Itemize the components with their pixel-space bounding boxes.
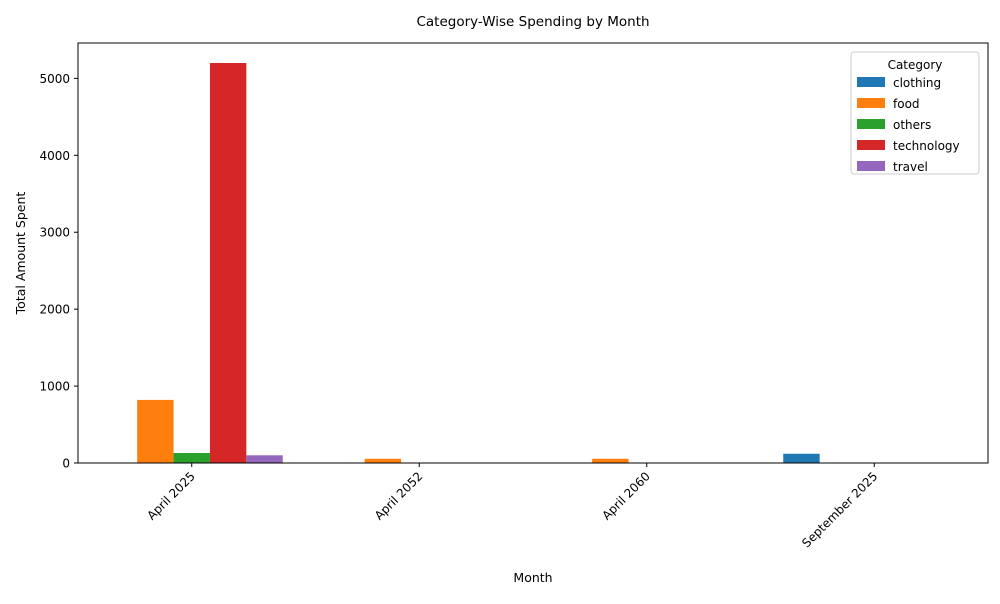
y-tick-label: 0 xyxy=(62,457,70,471)
bar-others-0 xyxy=(173,453,210,463)
x-tick-label: April 2052 xyxy=(372,469,426,523)
legend-label-others: others xyxy=(893,118,931,132)
y-tick-label: 2000 xyxy=(39,303,70,317)
legend-label-food: food xyxy=(893,97,920,111)
bar-clothing-3 xyxy=(783,453,820,463)
y-tick-label: 4000 xyxy=(39,149,70,163)
legend-swatch-technology xyxy=(857,140,885,150)
bar-technology-0 xyxy=(209,63,247,463)
y-tick-label: 1000 xyxy=(39,380,70,394)
legend-label-clothing: clothing xyxy=(893,76,941,90)
legend-title: Category xyxy=(888,58,943,72)
plot-frame xyxy=(77,42,989,464)
legend-swatch-food xyxy=(857,98,885,108)
x-axis: April 2025 April 2052 April 2060 September … xyxy=(144,463,880,550)
y-tick-label: 3000 xyxy=(39,226,70,240)
bar-food-2 xyxy=(592,458,629,463)
bar-food-1 xyxy=(364,458,402,463)
y-axis: 0 1000 2000 3000 4000 5000 xyxy=(39,72,78,471)
legend-label-travel: travel xyxy=(893,160,928,174)
x-tick-label: April 2025 xyxy=(144,469,198,523)
legend: Category clothing food others technology trav… xyxy=(850,51,980,175)
chart-title: Category-Wise Spending by Month xyxy=(416,14,649,30)
y-axis-label: Total Amount Spent xyxy=(13,192,28,316)
bar-travel-0 xyxy=(246,455,283,463)
y-tick-label: 5000 xyxy=(39,72,70,86)
bar-food-0 xyxy=(137,399,174,463)
legend-swatch-others xyxy=(857,119,885,129)
legend-swatch-clothing xyxy=(857,77,885,87)
x-tick-label: September 2025 xyxy=(799,469,880,550)
bars-group xyxy=(137,63,820,463)
legend-label-technology: technology xyxy=(893,139,960,153)
legend-swatch-travel xyxy=(857,161,885,171)
x-tick-label: April 2060 xyxy=(599,469,653,523)
x-axis-label: Month xyxy=(513,570,552,585)
